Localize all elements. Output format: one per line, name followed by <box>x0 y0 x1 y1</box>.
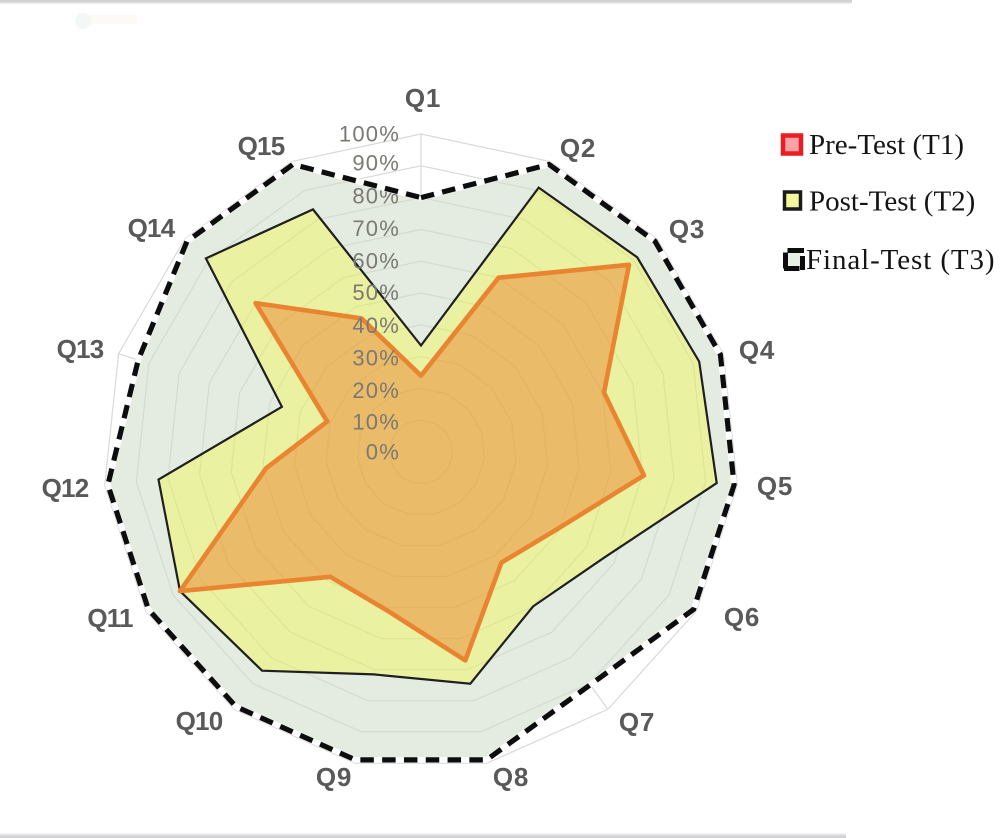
svg-text:Q8: Q8 <box>493 762 529 792</box>
svg-text:Q12: Q12 <box>42 473 89 503</box>
svg-text:Post-Test (T2): Post-Test (T2) <box>809 186 975 218</box>
svg-text:Q2: Q2 <box>560 133 596 163</box>
svg-text:Q4: Q4 <box>739 335 775 365</box>
svg-text:Q15: Q15 <box>238 131 285 161</box>
svg-text:60%: 60% <box>352 248 400 273</box>
svg-text:Final-Test (T3): Final-Test (T3) <box>806 244 995 276</box>
svg-text:Q11: Q11 <box>87 603 133 633</box>
svg-text:Q1: Q1 <box>405 83 441 113</box>
svg-text:20%: 20% <box>352 378 400 403</box>
svg-text:Q14: Q14 <box>128 213 176 243</box>
svg-text:0%: 0% <box>366 440 400 465</box>
svg-text:Q6: Q6 <box>724 602 760 632</box>
svg-text:Pre-Test (T1): Pre-Test (T1) <box>809 129 964 161</box>
svg-text:90%: 90% <box>352 151 400 176</box>
svg-text:Q7: Q7 <box>619 707 655 737</box>
svg-text:Q5: Q5 <box>757 471 793 501</box>
svg-text:50%: 50% <box>352 280 400 305</box>
svg-text:70%: 70% <box>352 216 400 241</box>
svg-text:Q9: Q9 <box>316 762 352 792</box>
svg-text:Q10: Q10 <box>176 706 223 736</box>
svg-text:Q3: Q3 <box>669 214 705 244</box>
svg-text:30%: 30% <box>352 346 400 371</box>
svg-text:40%: 40% <box>352 313 400 338</box>
svg-text:10%: 10% <box>352 410 400 435</box>
svg-text:100%: 100% <box>339 121 400 146</box>
svg-text:Q13: Q13 <box>57 334 104 364</box>
